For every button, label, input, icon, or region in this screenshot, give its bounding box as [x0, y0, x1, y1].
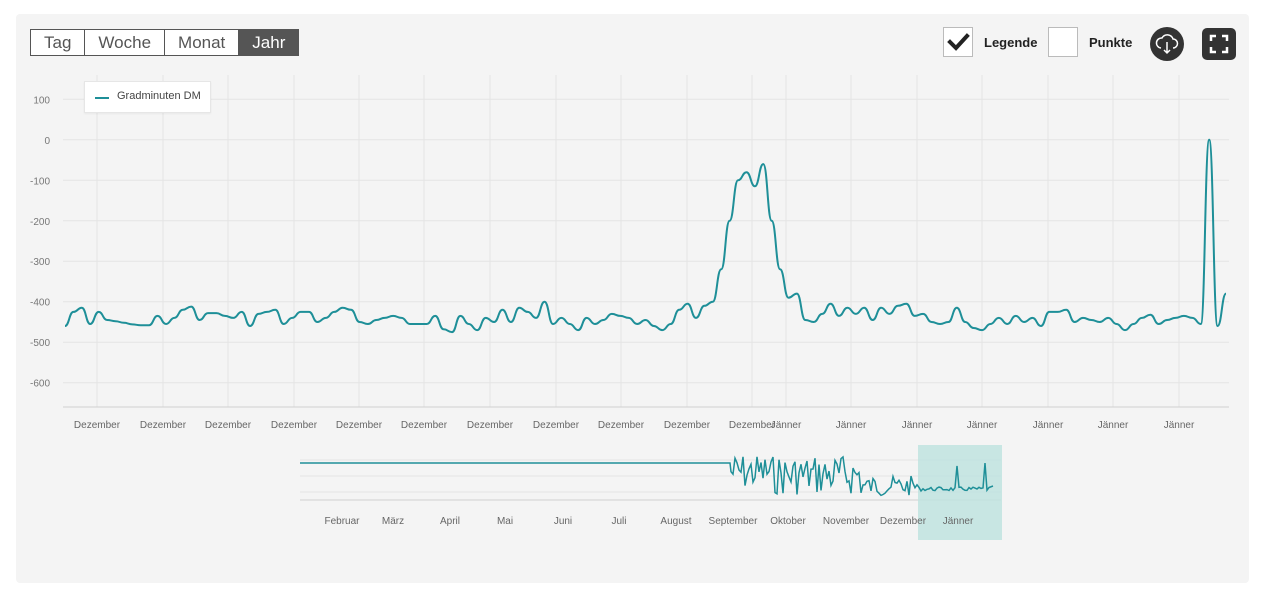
nav-x-tick-label: Mai	[497, 516, 513, 527]
points-checkbox-label: Punkte	[1089, 35, 1133, 50]
x-tick-label: Jänner	[967, 420, 998, 431]
fullscreen-icon	[1209, 34, 1229, 54]
y-tick-label: -600	[30, 379, 50, 390]
legend-series-label: Gradminuten DM	[117, 90, 201, 102]
tab-tag[interactable]: Tag	[31, 30, 86, 55]
x-tick-label: Dezember	[533, 420, 580, 431]
x-tick-label: Dezember	[74, 420, 121, 431]
series-line-gradminuten-dm	[64, 138, 1227, 334]
tab-jahr[interactable]: Jahr	[239, 30, 299, 55]
x-tick-label: Dezember	[598, 420, 645, 431]
cloud-download-icon	[1155, 34, 1179, 55]
points-checkbox[interactable]	[1048, 27, 1078, 57]
tab-monat[interactable]: Monat	[165, 30, 240, 55]
nav-x-tick-label: September	[709, 516, 759, 527]
nav-x-tick-label: Februar	[324, 516, 360, 527]
nav-x-tick-label: November	[823, 516, 870, 527]
x-tick-label: Dezember	[729, 420, 776, 431]
y-tick-label: -500	[30, 338, 50, 349]
legend-checkbox-label: Legende	[984, 35, 1038, 50]
legend-swatch	[95, 97, 109, 99]
x-tick-label: Jänner	[1098, 420, 1129, 431]
x-tick-label: Dezember	[664, 420, 711, 431]
y-tick-label: -300	[30, 257, 50, 268]
nav-x-tick-label: Juni	[554, 516, 572, 527]
y-tick-label: 100	[33, 95, 50, 106]
x-tick-label: Dezember	[271, 420, 318, 431]
x-tick-label: Dezember	[140, 420, 187, 431]
y-tick-label: 0	[44, 136, 50, 147]
navigator-chart[interactable]: Februar März April Mai Juni Juli August Septemb…	[0, 440, 1280, 570]
x-tick-label: Dezember	[401, 420, 448, 431]
x-tick-label: Dezember	[336, 420, 383, 431]
main-chart[interactable]: 100 0 -100 -200 -300 -400 -500 -600 Dezember Dez…	[0, 0, 1280, 440]
x-tick-label: Dezember	[205, 420, 252, 431]
nav-x-tick-label: Jänner	[943, 516, 974, 527]
checkmark-icon	[947, 33, 970, 51]
range-tabs: Tag Woche Monat Jahr	[30, 29, 300, 56]
nav-x-tick-label: August	[660, 516, 691, 527]
y-tick-label: -400	[30, 298, 50, 309]
navigator-series-line	[300, 455, 994, 497]
x-tick-label: Dezember	[467, 420, 514, 431]
navigator-selection[interactable]	[918, 445, 1002, 540]
nav-x-tick-label: April	[440, 516, 460, 527]
x-tick-label: Jänner	[902, 420, 933, 431]
nav-x-tick-label: Juli	[611, 516, 626, 527]
chart-card	[16, 14, 1249, 583]
y-tick-label: -200	[30, 217, 50, 228]
x-tick-label: Jänner	[836, 420, 867, 431]
x-tick-label: Jänner	[771, 420, 802, 431]
fullscreen-button[interactable]	[1202, 28, 1236, 60]
nav-x-tick-label: März	[382, 516, 404, 527]
legend-checkbox[interactable]	[943, 27, 973, 57]
chart-legend[interactable]: Gradminuten DM	[84, 81, 211, 113]
tab-woche[interactable]: Woche	[85, 30, 166, 55]
nav-x-tick-label: Oktober	[770, 516, 806, 527]
x-tick-label: Jänner	[1164, 420, 1195, 431]
nav-x-tick-label: Dezember	[880, 516, 927, 527]
download-button[interactable]	[1150, 27, 1184, 61]
y-tick-label: -100	[30, 176, 50, 187]
x-tick-label: Jänner	[1033, 420, 1064, 431]
